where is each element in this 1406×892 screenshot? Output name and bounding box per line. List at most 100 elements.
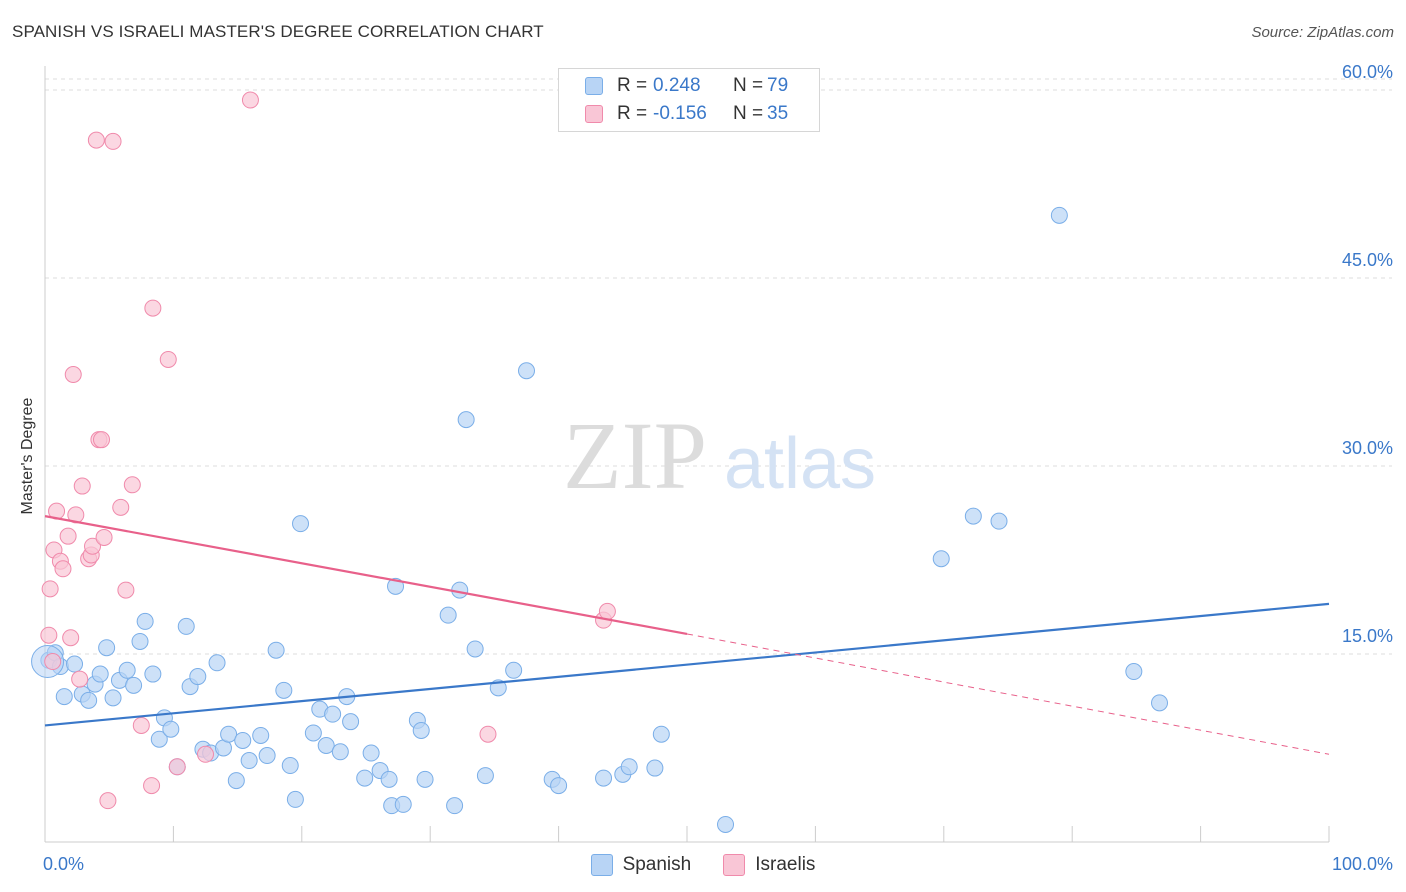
spanish-point (717, 815, 735, 833)
spanish-point (457, 411, 475, 429)
spanish-point (131, 632, 149, 650)
spanish-point (451, 581, 469, 599)
spanish-point (1125, 663, 1143, 681)
y-tick-label: 15.0% (1342, 626, 1393, 646)
spanish-point (439, 606, 457, 624)
spanish-point (505, 661, 523, 679)
spanish-point (208, 654, 226, 672)
y-tick-label: 30.0% (1342, 438, 1393, 458)
legend-n-value: 35 (767, 103, 789, 124)
spanish-point (220, 725, 238, 743)
spanish-point (387, 577, 405, 595)
spanish-point (646, 759, 664, 777)
spanish-point (304, 724, 322, 742)
spanish-point (234, 731, 252, 749)
spanish-point (118, 661, 136, 679)
israelis-point (59, 527, 77, 545)
israelis-point (197, 745, 214, 763)
israelis-point (99, 792, 117, 810)
spanish-point (150, 730, 168, 748)
spanish-point (932, 550, 950, 568)
israelis-point (132, 716, 150, 734)
spanish-point (356, 769, 374, 787)
spanish-point (55, 688, 73, 706)
spanish-point (177, 617, 195, 635)
correlation-legend: R = 0.248 N = 79 R = -0.156 N = 35 (558, 68, 820, 132)
israelis-point (62, 629, 80, 647)
y-tick-label: 45.0% (1342, 250, 1393, 270)
spanish-points (31, 206, 1169, 833)
israelis-point (87, 131, 105, 149)
spanish-trend-line (44, 602, 1330, 727)
legend-n-label: N = (733, 103, 764, 124)
israelis-point (168, 758, 186, 776)
watermark: ZIP atlas (563, 402, 876, 509)
spanish-point (990, 512, 1008, 530)
axes (44, 66, 1330, 843)
spanish-point (518, 362, 535, 380)
spanish-point (476, 767, 494, 785)
spanish-point (317, 736, 335, 754)
spanish-point (240, 752, 258, 770)
spanish-point (104, 689, 122, 707)
trend-lines (44, 515, 1330, 755)
spanish-point (252, 726, 270, 744)
israelis-point (117, 581, 135, 599)
spanish-point (964, 507, 982, 525)
legend-item-spanish[interactable]: Spanish (590, 854, 691, 876)
grid-lines (45, 78, 1392, 655)
legend-n-label: N = (733, 75, 764, 96)
source-credit: Source: ZipAtlas.com (1251, 24, 1394, 41)
spanish-point (227, 772, 245, 790)
legend-swatch-israelis (723, 854, 746, 876)
spanish-point (125, 676, 143, 694)
israelis-points (40, 91, 616, 810)
spanish-point (362, 744, 380, 762)
israelis-point (143, 777, 161, 795)
israelis-point (95, 528, 113, 546)
chart-title: SPANISH VS ISRAELI MASTER'S DEGREE CORRE… (12, 22, 544, 41)
spanish-point (416, 770, 434, 788)
series-legend: Spanish Israelis (0, 852, 1406, 878)
spanish-point (189, 668, 207, 686)
legend-r-value: 0.248 (653, 75, 701, 96)
spanish-point (98, 639, 116, 657)
spanish-point (394, 795, 412, 813)
spanish-point (446, 797, 464, 815)
israelis-point (84, 537, 102, 555)
legend-r-value: -0.156 (653, 103, 707, 124)
spanish-point (331, 743, 349, 761)
spanish-point (144, 665, 162, 683)
spanish-point (412, 721, 430, 739)
spanish-point (652, 725, 670, 743)
israelis-point (479, 725, 497, 743)
israelis-point (159, 350, 177, 368)
spanish-point (80, 691, 98, 709)
israelis-point (92, 431, 110, 449)
spanish-point (342, 713, 360, 731)
spanish-point (1151, 694, 1169, 712)
spanish-point (595, 769, 613, 787)
legend-swatch-israelis (585, 105, 603, 123)
israelis-point (598, 602, 616, 620)
israelis-trend-line (44, 515, 688, 636)
spanish-point (620, 758, 638, 776)
spanish-point (162, 720, 180, 738)
spanish-point (286, 790, 304, 808)
legend-item-israelis[interactable]: Israelis (723, 854, 815, 876)
legend-swatch-spanish (590, 854, 613, 876)
spanish-point (1050, 206, 1068, 224)
israelis-point (144, 299, 162, 317)
legend-r-label: R = (617, 75, 648, 96)
spanish-point (91, 665, 109, 683)
israelis-point (41, 580, 59, 598)
legend-n-value: 79 (767, 75, 789, 96)
spanish-point (275, 681, 293, 699)
israelis-point (73, 477, 91, 495)
spanish-point (66, 655, 84, 673)
legend-label-israelis: Israelis (755, 854, 816, 875)
legend-row-israelis: R = -0.156 N = 35 (559, 100, 788, 128)
israelis-point (40, 626, 58, 644)
spanish-point (550, 777, 568, 795)
